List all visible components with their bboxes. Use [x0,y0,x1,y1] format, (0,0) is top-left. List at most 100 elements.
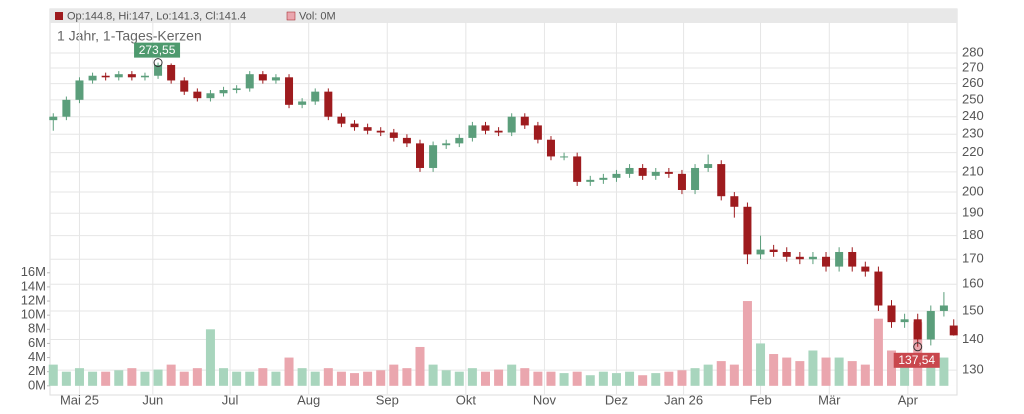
candle-body [324,92,332,117]
volume-bar [324,368,333,386]
grid [47,22,957,395]
candle-body [547,140,555,157]
volume-bar [507,365,516,386]
volume-bar [389,365,398,386]
candle-body [128,74,136,77]
candle-body [285,77,293,105]
volume-bar [337,372,346,386]
candle-body [442,143,450,145]
candle-body [89,76,97,81]
candle-body [573,156,581,181]
volume-bar [573,372,582,386]
candle-body [364,127,372,131]
volume-bar [232,372,241,386]
candle-body [888,305,896,322]
volume-bar [599,372,608,386]
candle-body [272,77,280,80]
candle-body [822,257,830,267]
candle-body [861,267,869,272]
candle-body [508,117,516,133]
volume-bar [442,370,451,386]
volume-bar [481,372,490,386]
candle-body [874,272,882,306]
candle-body [757,250,765,255]
candle-body [940,305,948,310]
candle-body [495,131,503,133]
x-tick-label: Feb [749,392,771,407]
candle-body [743,207,751,255]
volume-bar [298,368,307,386]
candle-body [246,74,254,88]
candle-body [75,80,83,99]
volume-bar [730,365,739,386]
volume-bar [49,365,58,386]
x-tick-label: Nov [533,392,557,407]
y2-tick-label: 2M [28,363,46,378]
volume-bar [808,350,817,385]
y-tick-label: 240 [962,108,984,123]
candle-body [429,145,437,168]
y-tick-label: 230 [962,126,984,141]
x-tick-label: Okt [456,392,477,407]
candle-body [809,257,817,259]
y2-tick-label: 4M [28,349,46,364]
candle-body [730,196,738,207]
y-tick-label: 280 [962,44,984,59]
x-tick-label: Jun [142,392,163,407]
y2-tick-label: 8M [28,321,46,336]
volume-bar [88,372,97,386]
candle-body [351,124,359,128]
y2-tick-label: 14M [21,278,46,293]
candle-body [626,168,634,174]
annotation-label: 273,55 [139,43,176,57]
volume-bar [219,368,228,386]
candle-body [206,93,214,98]
y-tick-label: 180 [962,227,984,242]
volume-bar [782,358,791,386]
volume-bar [167,365,176,386]
candle-body [665,172,673,174]
candle-body [678,174,686,190]
candle-body [193,92,201,99]
volume-bar [350,373,359,386]
y2-tick-label: 0M [28,377,46,392]
volume-bar [154,370,163,386]
candle-body [652,172,660,176]
volume-bar [822,358,831,386]
candle-body [311,92,319,102]
candle-body [704,164,712,168]
candle-body [102,76,110,78]
candle-body [612,174,620,178]
y-tick-label: 140 [962,331,984,346]
volume-bar [402,368,411,386]
volume-bar [874,319,883,386]
candle-body [586,180,594,182]
volume-bar [311,372,320,386]
candle-body [901,319,909,322]
candle-body [49,117,57,120]
volume-bar [520,368,529,386]
y-tick-label: 170 [962,251,984,266]
volume-bar [769,354,778,386]
x-tick-label: Jul [222,392,239,407]
volume-bar [848,361,857,386]
x-tick-label: Sep [376,392,399,407]
candle-body [115,74,123,77]
volume-bar [586,375,595,386]
volume-bar [560,373,569,386]
volume-bar [363,372,372,386]
volume-bar [533,372,542,386]
y-tick-label: 250 [962,91,984,106]
volume-bar [416,347,425,386]
y2-tick-label: 6M [28,335,46,350]
volume-bar [677,370,686,386]
volume-bar [285,358,294,386]
candle-body [220,90,228,93]
volume-bar [75,368,84,386]
volume-bar [546,372,555,386]
volume-bar [127,368,136,386]
y2-tick-label: 12M [21,292,46,307]
y-tick-label: 200 [962,183,984,198]
